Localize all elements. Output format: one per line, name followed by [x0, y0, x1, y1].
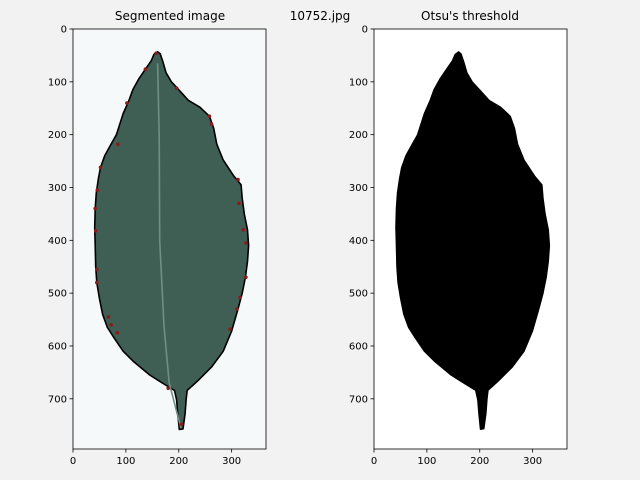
contour-keypoint: [235, 307, 239, 311]
contour-keypoint: [237, 201, 241, 206]
y-tick-label: 500: [48, 289, 67, 300]
x-tick-label: 300: [523, 456, 542, 467]
y-tick-label: 600: [48, 341, 67, 352]
contour-keypoint: [244, 241, 248, 245]
segmented-image-plot: [72, 28, 267, 450]
otsu-x-ticks: 0 100 200 300: [371, 449, 542, 467]
contour-keypoint: [179, 422, 184, 427]
contour-keypoint: [115, 331, 120, 335]
otsu-threshold-plot: [373, 28, 568, 450]
y-tick-label: 100: [349, 77, 368, 88]
y-tick-label: 300: [48, 183, 67, 194]
contour-keypoint: [106, 315, 111, 319]
segmented-image-title: Segmented image: [115, 9, 225, 23]
y-tick-label: 200: [349, 130, 368, 141]
x-tick-label: 200: [470, 456, 489, 467]
axes-frame: [72, 28, 267, 450]
x-tick-label: 0: [70, 456, 76, 467]
contour-keypoint: [207, 114, 212, 118]
axes-frame: [373, 28, 568, 450]
y-tick-label: 300: [349, 183, 368, 194]
contour-keypoint: [228, 327, 232, 331]
x-tick-label: 200: [169, 456, 188, 467]
y-tick-label: 600: [349, 341, 368, 352]
segmented-x-ticks: 0 100 200 300: [70, 449, 241, 467]
contour-keypoint: [116, 142, 120, 146]
leaf-midrib: [156, 63, 182, 429]
contour-keypoint: [93, 206, 97, 211]
contour-keypoint: [174, 86, 179, 90]
otsu-y-ticks: 0 100 200 300 400 500 600 700: [349, 25, 374, 405]
contour-keypoint: [241, 228, 246, 232]
y-tick-label: 0: [61, 25, 67, 36]
y-tick-label: 700: [349, 394, 368, 405]
segmented-image-panel: Segmented image 0 100 200 300 0 100 200 300 400…: [48, 9, 267, 467]
contour-keypoint: [95, 188, 100, 192]
contour-keypoint: [93, 229, 98, 233]
segmented-y-ticks: 0 100 200 300 400 500 600 700: [48, 25, 73, 405]
leaf-segmented-region: [93, 50, 250, 431]
leaf-binary-mask: [395, 51, 551, 430]
y-tick-label: 400: [48, 236, 67, 247]
y-tick-label: 0: [362, 25, 368, 36]
contour-keypoint: [236, 177, 240, 182]
x-tick-label: 300: [222, 456, 241, 467]
contour-keypoint: [95, 267, 99, 272]
contour-keypoint: [98, 165, 103, 170]
y-tick-label: 400: [349, 236, 368, 247]
x-tick-label: 0: [371, 456, 377, 467]
figure-suptitle: 10752.jpg: [290, 9, 351, 23]
contour-keypoint: [154, 51, 158, 56]
contour-keypoint: [166, 386, 170, 391]
contour-keypoint: [95, 280, 99, 285]
otsu-threshold-panel: Otsu's threshold 0 100 200 300 0 100 200 300 40…: [349, 9, 568, 467]
contour-keypoint: [244, 275, 248, 280]
y-tick-label: 200: [48, 130, 67, 141]
contour-keypoint: [209, 122, 214, 126]
x-tick-label: 100: [417, 456, 436, 467]
otsu-threshold-title: Otsu's threshold: [421, 9, 519, 23]
contour-keypoint: [125, 101, 129, 105]
y-tick-label: 700: [48, 394, 67, 405]
y-tick-label: 500: [349, 289, 368, 300]
contour-keypoint: [143, 67, 148, 71]
y-tick-label: 100: [48, 77, 67, 88]
x-tick-label: 100: [116, 456, 135, 467]
contour-keypoint: [238, 295, 242, 300]
contour-keypoint: [109, 323, 113, 327]
